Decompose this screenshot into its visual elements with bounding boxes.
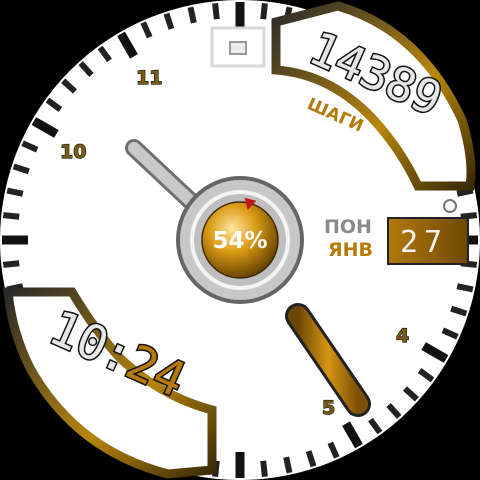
tick-21 xyxy=(417,368,435,383)
tick-26 xyxy=(327,441,340,459)
tick-22 xyxy=(402,386,419,402)
tick-25 xyxy=(342,421,363,449)
battery-level-pointer xyxy=(244,197,257,210)
tick-17 xyxy=(456,283,474,293)
tick-57 xyxy=(163,12,175,30)
tick-14 xyxy=(460,212,478,220)
tick-47 xyxy=(6,187,24,197)
tick-55 xyxy=(117,31,138,59)
tick-59 xyxy=(212,2,220,20)
tick-50 xyxy=(31,117,59,138)
tick-48 xyxy=(12,163,30,175)
tick-51 xyxy=(45,97,63,112)
hour-numeral-5: 5 xyxy=(322,397,335,419)
battery-percent: 54% xyxy=(212,228,267,254)
battery-hub: 54% xyxy=(176,176,304,304)
calendar-icon xyxy=(443,199,457,213)
tick-20 xyxy=(421,342,449,363)
tick-49 xyxy=(21,140,39,153)
hour-numeral-11: 11 xyxy=(136,67,162,89)
weekday-label: ПОН xyxy=(324,216,372,238)
tick-56 xyxy=(140,21,153,39)
tick-19 xyxy=(441,327,459,340)
tick-18 xyxy=(450,305,468,317)
date-panel: ПОН ЯНВ 27 xyxy=(324,199,469,265)
tick-13 xyxy=(456,187,474,197)
month-label: ЯНВ xyxy=(328,239,373,261)
tick-44 xyxy=(2,260,20,268)
footprint-icon xyxy=(229,41,247,55)
day-number: 27 xyxy=(400,225,448,260)
tick-46 xyxy=(2,212,20,220)
tick-28 xyxy=(283,456,293,474)
tick-58 xyxy=(187,6,197,24)
tick-29 xyxy=(260,460,268,478)
tick-54 xyxy=(97,45,112,63)
hour-numeral-4: 4 xyxy=(396,325,409,347)
tick-1 xyxy=(260,2,268,20)
hour-hand xyxy=(125,139,209,219)
hour-numeral-10: 10 xyxy=(60,141,86,163)
tick-53 xyxy=(78,61,94,78)
time-panel: 10 : 24 xyxy=(3,287,217,479)
tick-23 xyxy=(386,402,402,419)
tick-52 xyxy=(61,78,78,94)
tick-24 xyxy=(368,417,383,435)
tick-27 xyxy=(305,450,317,468)
minute-hand xyxy=(285,303,371,417)
